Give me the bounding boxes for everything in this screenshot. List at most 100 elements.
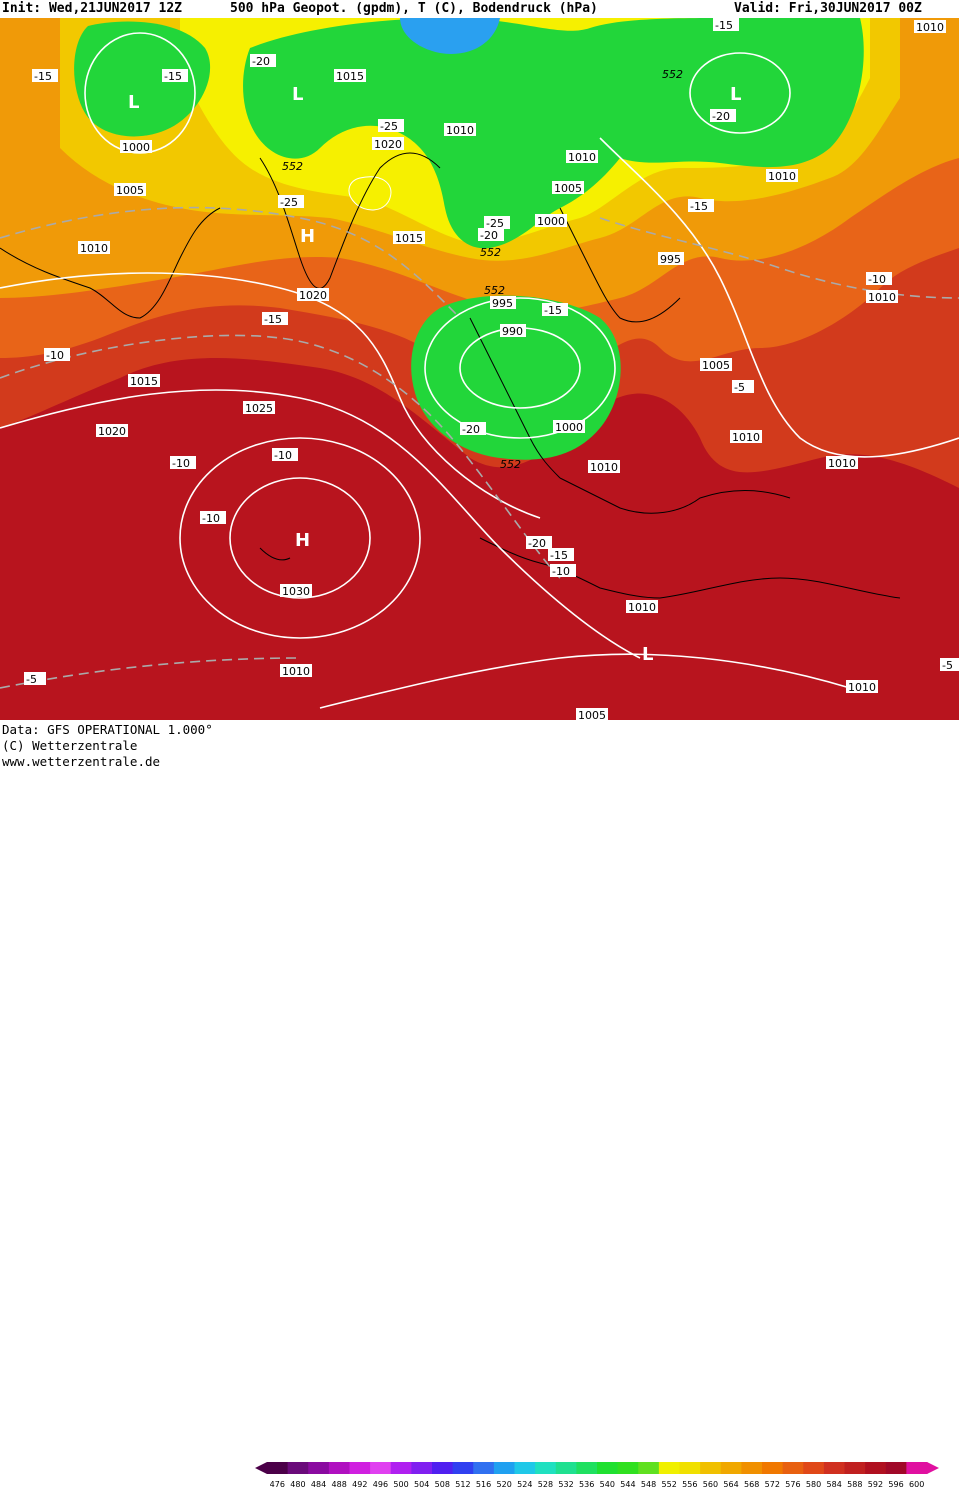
isobar-label: 1010 [590,461,618,474]
legend-tick-label: 592 [868,1480,883,1489]
copyright: (C) Wetterzentrale [2,738,138,753]
height-label: 552 [500,458,521,471]
isobar-label: 1015 [130,375,158,388]
isobar-label: 1010 [916,21,944,34]
legend-swatch [535,1462,557,1474]
isobar-label: 1000 [555,421,583,434]
legend-tick-label: 508 [435,1480,450,1489]
legend-tick-label: 548 [641,1480,656,1489]
isobar-label: 1020 [98,425,126,438]
low-marker: L [292,84,303,105]
legend-tick-label: 600 [909,1480,924,1489]
isobar-label: 1010 [282,665,310,678]
chart-header: Init: Wed,21JUN2017 12Z 500 hPa Geopot. … [0,0,959,18]
legend-tick-label: 560 [703,1480,718,1489]
legend-tick-label: 596 [888,1480,903,1489]
legend-tick-label: 528 [538,1480,553,1489]
legend-swatch [287,1462,309,1474]
legend-swatch [493,1462,515,1474]
legend-swatch [514,1462,536,1474]
isobar-label: 1010 [868,291,896,304]
isotherm-label: -20 [252,55,270,68]
weather-map-svg: L L L H H L 1000 1005 1010 1015 1020 102… [0,18,959,722]
cold-core [400,18,500,54]
isotherm-label: -15 [715,19,733,32]
isotherm-label: -20 [528,537,546,550]
isotherm-label: -15 [164,70,182,83]
isobar-label: 1010 [828,457,856,470]
legend-tick-label: 488 [332,1480,347,1489]
legend-tick-label: 580 [806,1480,821,1489]
low-marker: L [730,84,741,105]
low-area-northwest [74,21,211,137]
legend-tick-label: 504 [414,1480,429,1489]
isobar-label: 1020 [374,138,402,151]
isotherm-label: -10 [868,273,886,286]
legend-swatch [638,1462,660,1474]
isotherm-label: -5 [942,659,953,672]
legend-tick-label: 552 [662,1480,677,1489]
data-source: Data: GFS OPERATIONAL 1.000° [2,722,213,737]
legend-swatch [658,1462,680,1474]
isobar-label: 1005 [116,184,144,197]
legend-tick-label: 584 [827,1480,842,1489]
isobar-label: 1015 [395,232,423,245]
legend-swatch [370,1462,392,1474]
isobar-label: 1010 [768,170,796,183]
isobar-label: 1010 [446,124,474,137]
legend-swatch [865,1462,887,1474]
isotherm-label: -15 [690,200,708,213]
legend-tick-label: 568 [744,1480,759,1489]
height-label: 552 [282,160,303,173]
high-marker: H [295,530,310,551]
isobars [0,32,959,709]
isobar-label: 995 [492,297,513,310]
legend-tick-label: 480 [290,1480,305,1489]
isotherm-label: -15 [544,304,562,317]
legend-swatch [390,1462,412,1474]
isobar-label: 1000 [537,215,565,228]
legend-tick-label: 536 [579,1480,594,1489]
isobar-label: 1030 [282,585,310,598]
legend-swatch [308,1462,330,1474]
legend-tick-label: 564 [723,1480,738,1489]
isobar-label: 1005 [578,709,606,720]
legend-tick-label: 492 [352,1480,367,1489]
legend-swatch [576,1462,598,1474]
isobar-label: 990 [502,325,523,338]
isobar-label: 1025 [245,402,273,415]
legend-tick-label: 532 [558,1480,573,1489]
legend-swatch [597,1462,619,1474]
isobar-label: 1015 [336,70,364,83]
isotherm-label: -15 [34,70,52,83]
isobar-labels: 1000 1005 1010 1015 1020 1025 1030 995 9… [78,20,946,722]
isotherm-label: -15 [550,549,568,562]
coastlines [0,152,901,599]
isotherm-label: -10 [552,565,570,578]
legend-swatch [411,1462,433,1474]
legend-arrow-left [255,1462,267,1474]
legend-swatch [328,1462,350,1474]
isobar-label: 1020 [299,289,327,302]
isobar-label: 1010 [568,151,596,164]
legend-swatch [452,1462,474,1474]
isobar-label: 1010 [732,431,760,444]
isotherm-label: -20 [462,423,480,436]
valid-time: Valid: Fri,30JUN2017 00Z [734,1,922,16]
legend-swatch [906,1462,928,1474]
chart-footer: Data: GFS OPERATIONAL 1.000° (C) Wetterz… [0,720,959,1489]
isotherm-label: -25 [486,217,504,230]
isotherm-label: -10 [46,349,64,362]
height-label: 552 [662,68,683,81]
legend-swatch [679,1462,701,1474]
color-legend: 476 480 484 488 492 496 500 504 508 512 516 520 524 5… [255,1462,939,1489]
legend-tick-label: 512 [455,1480,470,1489]
isotherm-labels: -15 -15 -20 -25 -25 -25 -20 -15 -15 -15 … [24,18,959,686]
isobar-label: 1000 [122,141,150,154]
isobar-label: 1010 [628,601,656,614]
website-link[interactable]: www.wetterzentrale.de [2,754,161,769]
isobar-label: 995 [660,253,681,266]
isobar-label: 1010 [848,681,876,694]
weather-map: L L L H H L 1000 1005 1010 1015 1020 102… [0,18,959,722]
legend-tick-label: 540 [600,1480,615,1489]
